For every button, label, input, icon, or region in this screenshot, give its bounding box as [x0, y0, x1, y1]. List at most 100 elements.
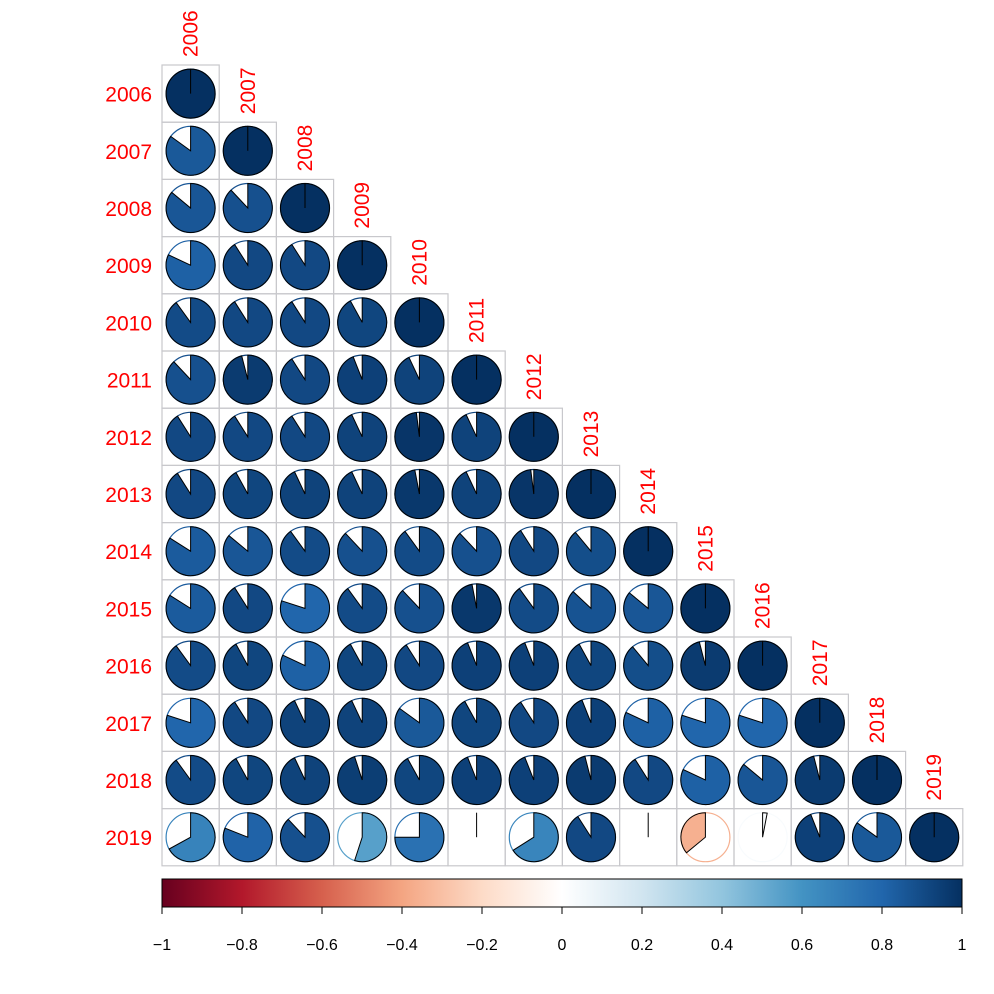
pie-wedge-2013-2006	[165, 468, 216, 519]
pie-wedge-2017-2015	[680, 697, 731, 748]
pie-wedge-2014-2013	[566, 526, 616, 577]
pie-wedge-2018-2013	[566, 754, 616, 805]
pie-wedge-2016-2012	[508, 640, 559, 691]
pie-wedge-2013-2009	[337, 468, 388, 519]
pie-wedge-2017-2009	[337, 697, 388, 748]
row-label: 2010	[105, 312, 152, 335]
pie-wedge-2011-2010	[394, 354, 445, 405]
matrix-cells	[161, 64, 964, 867]
row-label: 2013	[105, 484, 152, 507]
colorbar-tick-label: 0.2	[631, 937, 653, 954]
pie-wedge-2016-2010	[394, 640, 445, 691]
pie-wedge-2018-2011	[451, 754, 502, 805]
pie-wedge-2008-2008	[280, 182, 330, 233]
pie-wedge-2014-2011	[451, 526, 502, 577]
pie-wedge-2016-2011	[451, 640, 502, 691]
row-labels: 2006 2007 2008 2009 2010 2011 2012 2013 2014 2015…	[105, 84, 152, 851]
colorbar-tick-label: 0.4	[711, 937, 733, 954]
pie-wedge-2016-2013	[566, 640, 616, 691]
pie-wedge-2017-2010	[394, 697, 445, 748]
row-label: 2006	[105, 84, 152, 107]
pie-wedge-2013-2013	[566, 468, 616, 519]
row-label: 2008	[105, 198, 152, 221]
pie-wedge-2017-2016	[737, 697, 788, 748]
pie-wedge-2006-2006	[165, 68, 216, 119]
pie-wedge-2010-2006	[165, 297, 216, 348]
pie-wedge-2018-2012	[508, 754, 559, 805]
pie-wedge-2009-2008	[279, 240, 330, 291]
column-label: 2015	[694, 525, 717, 572]
pie-wedge-2012-2010	[394, 411, 445, 462]
pie-wedge-2019-2010	[394, 812, 445, 863]
colorbar-tick-label: −0.6	[306, 937, 338, 954]
pie-wedge-2012-2006	[165, 411, 216, 462]
pie-wedge-2018-2017	[794, 754, 845, 805]
row-label: 2011	[107, 370, 152, 393]
pie-wedge-2018-2007	[222, 754, 273, 805]
pie-wedge-2018-2014	[623, 754, 674, 805]
pie-wedge-2018-2010	[394, 754, 445, 805]
pie-wedge-2010-2010	[394, 297, 445, 348]
pie-wedge-2012-2009	[337, 411, 388, 462]
pie-wedge-2015-2009	[337, 583, 388, 634]
column-label: 2014	[637, 468, 660, 515]
pie-wedge-2015-2007	[222, 583, 273, 634]
row-label: 2012	[105, 427, 152, 450]
column-label: 2016	[752, 582, 775, 629]
column-label: 2012	[523, 353, 546, 400]
pie-wedge-2010-2009	[337, 297, 388, 348]
pie-wedge-2017-2008	[280, 697, 330, 748]
row-label: 2019	[105, 827, 152, 850]
column-label: 2006	[180, 10, 203, 57]
column-label: 2010	[408, 239, 431, 286]
pie-wedge-2018-2006	[165, 754, 216, 805]
pie-wedge-2014-2014	[623, 526, 674, 577]
row-label: 2009	[105, 255, 152, 278]
pie-wedge-2017-2013	[566, 697, 616, 748]
pie-wedge-2010-2008	[279, 297, 330, 348]
pie-wedge-2019-2015	[680, 812, 706, 854]
pie-wedge-2011-2006	[165, 354, 216, 405]
colorbar-tick-label: 0	[558, 937, 567, 954]
pie-wedge-2013-2011	[451, 468, 502, 519]
pie-wedge-2009-2007	[222, 240, 273, 291]
pie-wedge-2015-2006	[165, 583, 216, 634]
pie-wedge-2008-2006	[165, 182, 216, 233]
pie-wedge-2014-2006	[165, 526, 216, 577]
row-label: 2016	[105, 656, 152, 679]
colorbar-tick-label: −0.2	[466, 937, 498, 954]
pie-wedge-2016-2015	[680, 640, 731, 691]
column-label: 2019	[923, 754, 946, 801]
cell-2019-2019	[904, 807, 964, 867]
pie-wedge-2016-2016	[737, 640, 788, 691]
pie-wedge-2015-2011	[451, 583, 502, 634]
pie-wedge-2011-2011	[451, 354, 502, 405]
pie-wedge-2019-2013	[565, 812, 616, 863]
pie-wedge-2016-2014	[623, 640, 674, 691]
column-label: 2007	[237, 67, 260, 114]
pie-wedge-2017-2011	[451, 697, 502, 748]
pie-wedge-2016-2008	[280, 640, 330, 691]
pie-wedge-2016-2006	[165, 640, 216, 691]
pie-wedge-2013-2008	[280, 468, 330, 519]
pie-wedge-2012-2011	[451, 411, 502, 462]
pie-wedge-2015-2014	[623, 583, 674, 634]
pie-wedge-2019-2009	[353, 812, 388, 863]
row-label: 2007	[105, 141, 152, 164]
pie-wedge-2013-2012	[508, 468, 559, 519]
pie-wedge-2008-2007	[222, 182, 273, 233]
pie-wedge-2015-2013	[566, 583, 616, 634]
pie-wedge-2007-2006	[165, 125, 216, 176]
pie-wedge-2018-2016	[737, 754, 788, 805]
pie-wedge-2019-2018	[852, 812, 902, 863]
pie-wedge-2018-2015	[680, 754, 731, 805]
colorbar-tick-label: −0.8	[226, 937, 258, 954]
colorbar-tick-label: −0.4	[386, 937, 418, 954]
pie-wedge-2015-2012	[508, 583, 559, 634]
pie-wedge-2012-2007	[222, 411, 273, 462]
pie-wedge-2011-2008	[279, 354, 330, 405]
column-label: 2017	[809, 639, 832, 686]
row-label: 2014	[105, 541, 152, 564]
pie-wedge-2015-2008	[280, 583, 330, 634]
pie-wedge-2013-2010	[394, 468, 445, 519]
